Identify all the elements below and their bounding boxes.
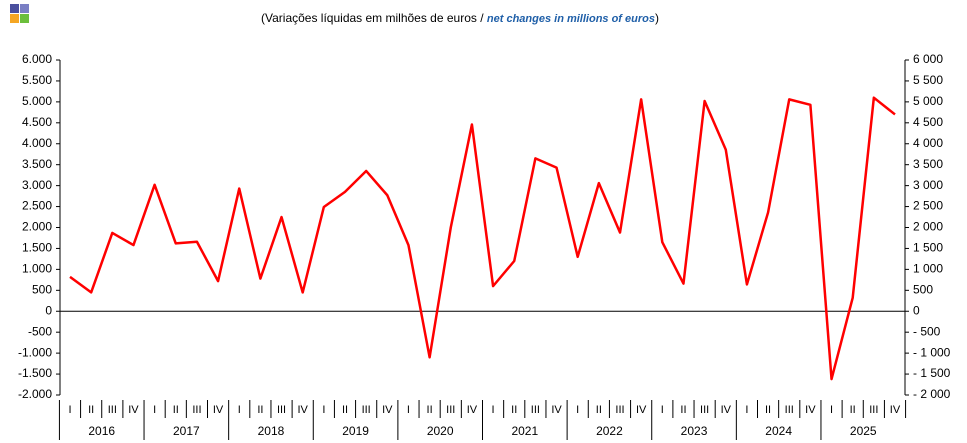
x-tick-label: III	[192, 404, 201, 416]
x-tick-label: IV	[890, 404, 901, 416]
year-label: 2021	[511, 424, 538, 438]
year-label: 2023	[681, 424, 708, 438]
y-tick-label: 1.500	[22, 241, 52, 255]
x-tick-label: II	[427, 404, 433, 416]
y2-tick-label: 500	[913, 282, 933, 296]
y2-tick-label: 2 500	[913, 199, 943, 213]
y-tick-label: 500	[32, 282, 52, 296]
x-tick-label: IV	[551, 404, 562, 416]
y2-tick-label: 4 500	[913, 115, 943, 129]
y2-tick-label: 1 500	[913, 241, 943, 255]
y-tick-label: 5.000	[22, 94, 52, 108]
x-tick-label: III	[531, 404, 540, 416]
x-tick-label: I	[576, 404, 579, 416]
x-tick-label: I	[153, 404, 156, 416]
x-tick-label: II	[173, 404, 179, 416]
x-tick-label: II	[765, 404, 771, 416]
x-tick-label: III	[362, 404, 371, 416]
y-tick-label: 2.500	[22, 199, 52, 213]
y2-tick-label: 0	[913, 303, 920, 317]
x-tick-label: II	[680, 404, 686, 416]
x-tick-label: I	[661, 404, 664, 416]
year-label: 2020	[427, 424, 454, 438]
x-tick-label: III	[869, 404, 878, 416]
x-tick-label: III	[446, 404, 455, 416]
x-tick-label: I	[238, 404, 241, 416]
y2-tick-label: 2 000	[913, 220, 943, 234]
x-tick-label: II	[342, 404, 348, 416]
x-tick-label: III	[700, 404, 709, 416]
y2-tick-label: 1 000	[913, 262, 943, 276]
y2-tick-label: - 2 000	[913, 387, 951, 401]
y-tick-label: -1.000	[18, 345, 52, 359]
year-label: 2024	[765, 424, 792, 438]
y-tick-label: 2.000	[22, 220, 52, 234]
y-tick-label: -1.500	[18, 366, 52, 380]
y2-tick-label: - 1 500	[913, 366, 951, 380]
logo	[10, 4, 29, 23]
x-tick-label: I	[492, 404, 495, 416]
y2-tick-label: 4 000	[913, 136, 943, 150]
x-tick-label: III	[277, 404, 286, 416]
y-tick-label: 5.500	[22, 73, 52, 87]
x-tick-label: III	[108, 404, 117, 416]
x-tick-label: IV	[721, 404, 732, 416]
x-tick-label: II	[257, 404, 263, 416]
x-tick-label: II	[596, 404, 602, 416]
y-tick-label: 1.000	[22, 262, 52, 276]
y2-tick-label: 5 000	[913, 94, 943, 108]
x-tick-label: III	[785, 404, 794, 416]
x-tick-label: II	[850, 404, 856, 416]
x-tick-label: I	[407, 404, 410, 416]
y-tick-label: 6.000	[22, 52, 52, 66]
y2-tick-label: - 1 000	[913, 345, 951, 359]
year-label: 2017	[173, 424, 200, 438]
y-tick-label: 0	[45, 303, 52, 317]
x-tick-label: I	[745, 404, 748, 416]
x-tick-label: I	[68, 404, 71, 416]
y2-tick-label: 6 000	[913, 52, 943, 66]
y2-tick-label: - 500	[913, 324, 941, 338]
year-label: 2025	[850, 424, 877, 438]
y-tick-label: 4.000	[22, 136, 52, 150]
x-tick-label: I	[830, 404, 833, 416]
x-tick-label: IV	[467, 404, 478, 416]
y-tick-label: 3.500	[22, 157, 52, 171]
year-label: 2022	[596, 424, 623, 438]
x-tick-label: I	[322, 404, 325, 416]
year-label: 2018	[258, 424, 285, 438]
y2-tick-label: 3 000	[913, 178, 943, 192]
x-tick-label: II	[88, 404, 94, 416]
y-tick-label: -2.000	[18, 387, 52, 401]
x-tick-label: IV	[805, 404, 816, 416]
y2-tick-label: 5 500	[913, 73, 943, 87]
x-tick-label: IV	[382, 404, 393, 416]
y-tick-label: 4.500	[22, 115, 52, 129]
chart-title: (Variações líquidas em milhões de euros …	[261, 11, 659, 25]
x-tick-label: III	[615, 404, 624, 416]
x-tick-label: II	[511, 404, 517, 416]
year-label: 2016	[88, 424, 115, 438]
x-tick-label: IV	[636, 404, 647, 416]
x-tick-label: IV	[297, 404, 308, 416]
y2-tick-label: 3 500	[913, 157, 943, 171]
series-line	[69, 96, 896, 381]
year-label: 2019	[342, 424, 369, 438]
x-tick-label: IV	[213, 404, 224, 416]
y-tick-label: 3.000	[22, 178, 52, 192]
y-tick-label: -500	[28, 324, 52, 338]
x-tick-label: IV	[128, 404, 139, 416]
